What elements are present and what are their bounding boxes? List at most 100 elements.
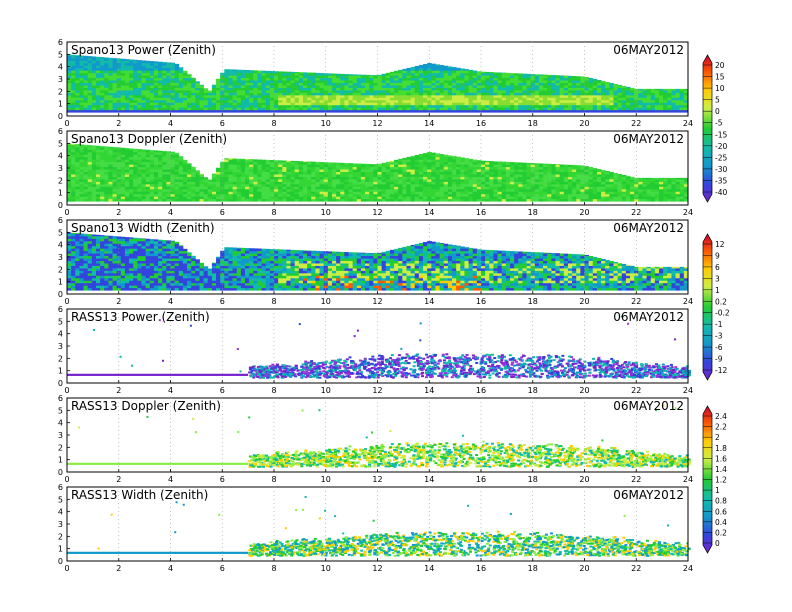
heatmap-cell: [410, 198, 416, 202]
heatmap-cell: [443, 171, 449, 175]
heatmap-cell: [381, 174, 387, 177]
heatmap-cell: [638, 107, 643, 111]
heatmap-cell: [456, 109, 461, 113]
heatmap-cell: [340, 186, 345, 190]
heatmap-cell: [559, 107, 565, 111]
heatmap-cell: [108, 149, 113, 153]
heatmap-cell: [497, 92, 503, 96]
heatmap-cell: [170, 179, 176, 182]
heatmap-cell: [394, 198, 399, 202]
heatmap-cell: [447, 198, 453, 202]
heatmap-cell: [315, 72, 320, 76]
heatmap-cell: [298, 72, 304, 74]
heatmap-cell: [431, 184, 436, 187]
heatmap-cell: [211, 90, 217, 93]
heatmap-cell: [269, 77, 275, 81]
heatmap-cell: [166, 151, 171, 153]
heatmap-cell: [613, 97, 619, 101]
heatmap-cell: [290, 95, 296, 98]
heatmap-cell: [274, 80, 279, 83]
heatmap-cell: [497, 176, 503, 180]
heatmap-cell: [274, 198, 279, 202]
heatmap-cell: [464, 161, 469, 165]
heatmap-cell: [443, 169, 449, 172]
heatmap-cell: [514, 166, 519, 170]
heatmap-cell: [394, 107, 399, 111]
heatmap-cell: [79, 171, 84, 175]
heatmap-cell: [278, 80, 283, 83]
heatmap-cell: [385, 72, 391, 76]
heatmap-cell: [551, 164, 556, 165]
heatmap-cell: [311, 104, 316, 108]
heatmap-cell: [79, 55, 84, 59]
heatmap-cell: [133, 188, 138, 192]
heatmap-cell: [153, 97, 159, 101]
heatmap-cell: [439, 65, 445, 69]
heatmap-cell: [493, 80, 498, 83]
heatmap-cell: [145, 90, 151, 93]
heatmap-cell: [468, 174, 474, 177]
heatmap-cell: [522, 191, 527, 195]
heatmap-cell: [385, 85, 391, 88]
heatmap-cell: [100, 146, 105, 148]
heatmap-cell: [439, 77, 445, 81]
heatmap-cell: [336, 169, 341, 172]
heatmap-cell: [518, 176, 523, 180]
heatmap-cell: [257, 184, 262, 187]
heatmap-cell: [646, 109, 652, 113]
heatmap-cell: [360, 99, 366, 103]
heatmap-cell: [443, 107, 449, 111]
heatmap-cell: [410, 164, 416, 168]
heatmap-cell: [435, 107, 440, 111]
heatmap-cell: [71, 149, 76, 153]
heatmap-cell: [67, 171, 72, 175]
heatmap-cell: [493, 72, 498, 76]
heatmap-cell: [290, 186, 296, 190]
heatmap-cell: [187, 75, 192, 79]
heatmap-cell: [543, 87, 548, 91]
heatmap-cell: [559, 164, 565, 168]
heatmap-cell: [108, 176, 113, 180]
heatmap-cell: [481, 72, 486, 76]
heatmap-cell: [166, 67, 171, 71]
heatmap-cell: [87, 67, 93, 71]
heatmap-cell: [240, 104, 246, 108]
heatmap-cell: [452, 97, 457, 101]
heatmap-cell: [290, 97, 296, 101]
heatmap-cell: [174, 161, 180, 165]
heatmap-cell: [286, 169, 291, 172]
heatmap-cell: [153, 150, 159, 153]
heatmap-cell: [505, 196, 511, 200]
heatmap-cell: [294, 97, 300, 101]
heatmap-cell: [592, 107, 598, 111]
heatmap-cell: [282, 193, 287, 197]
heatmap-cell: [679, 88, 685, 91]
heatmap-cell: [178, 188, 184, 192]
heatmap-cell: [609, 99, 614, 103]
heatmap-cell: [509, 97, 515, 101]
heatmap-cell: [71, 188, 76, 192]
heatmap-cell: [435, 153, 440, 155]
heatmap-cell: [601, 80, 606, 83]
heatmap-cell: [596, 109, 602, 113]
heatmap-cell: [394, 174, 399, 177]
heatmap-cell: [191, 87, 196, 91]
heatmap-cell: [323, 90, 329, 93]
heatmap-cell: [534, 82, 540, 86]
heatmap-cell: [294, 92, 300, 96]
heatmap-cell: [199, 95, 205, 98]
heatmap-cell: [522, 174, 527, 177]
heatmap-cell: [534, 99, 540, 103]
heatmap-cell: [153, 188, 159, 192]
heatmap-cell: [323, 171, 329, 175]
heatmap-cell: [377, 90, 383, 93]
heatmap-cell: [356, 109, 362, 113]
heatmap-cell: [75, 169, 80, 172]
heatmap-cell: [224, 77, 229, 81]
heatmap-cell: [344, 181, 349, 185]
heatmap-cell: [112, 186, 118, 190]
heatmap-cell: [406, 181, 412, 185]
heatmap-cell: [344, 74, 349, 76]
heatmap-cell: [514, 164, 519, 168]
heatmap-cell: [75, 184, 80, 187]
